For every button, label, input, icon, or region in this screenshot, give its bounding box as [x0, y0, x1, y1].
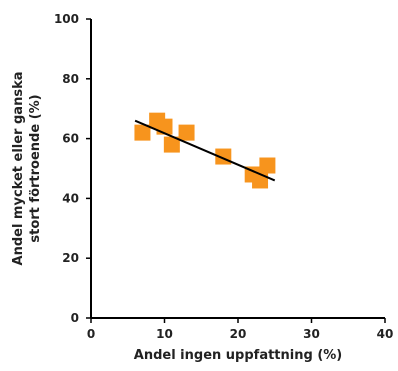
y-tick-label: 100: [54, 12, 79, 26]
y-tick-label: 40: [62, 191, 79, 205]
axis-titles: Andel ingen uppfattning (%) Andel mycket …: [11, 72, 342, 363]
data-point: [259, 157, 276, 174]
axes: [86, 18, 386, 323]
x-tick-label: 10: [156, 327, 173, 341]
data-point: [134, 124, 151, 141]
x-axis-title: Andel ingen uppfattning (%): [134, 348, 342, 363]
trendline: [134, 119, 276, 182]
x-tick-label: 0: [87, 327, 95, 341]
y-axis-title: Andel mycket eller ganska stort förtroend…: [11, 72, 43, 266]
y-tick-label: 60: [62, 132, 79, 146]
x-tick-label: 40: [377, 327, 394, 341]
y-tick-label: 20: [62, 251, 79, 265]
y-axis-title-line: stort förtroende (%): [28, 94, 43, 242]
x-tick-label: 20: [230, 327, 247, 341]
x-tick-label: 30: [303, 327, 320, 341]
tick-labels: 0 20 40 60 80 100 0 10 20 30 40: [54, 12, 393, 341]
data-point: [163, 136, 180, 153]
trendline-group: [134, 119, 276, 182]
y-tick-label: 0: [71, 311, 79, 325]
y-tick-label: 80: [62, 72, 79, 86]
y-axis-title-line: Andel mycket eller ganska: [11, 72, 26, 266]
data-point: [178, 124, 195, 141]
